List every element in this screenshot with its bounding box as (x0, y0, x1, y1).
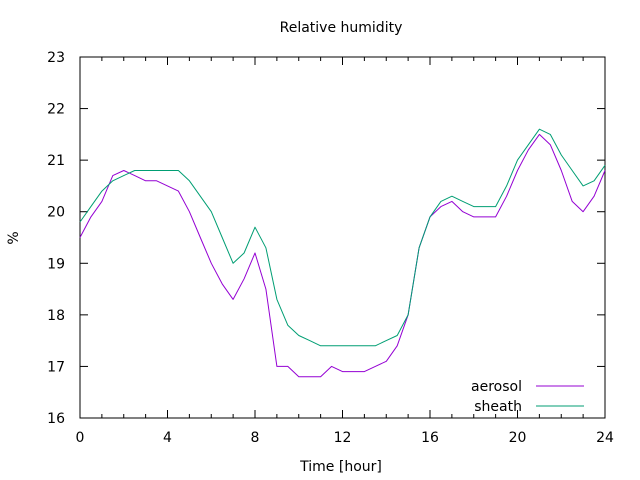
x-tick-label: 16 (421, 430, 439, 446)
series-line-aerosol (79, 133, 606, 378)
x-tick-label: 0 (76, 430, 85, 446)
y-tick-label: 17 (47, 359, 65, 375)
y-tick-label: 22 (47, 102, 65, 118)
y-tick-label: 21 (47, 153, 65, 169)
y-tick-label: 19 (47, 256, 65, 272)
x-tick-label: 4 (163, 430, 172, 446)
y-tick-label: 23 (47, 50, 65, 66)
legend-label-sheath: sheath (474, 399, 522, 415)
y-tick-label: 18 (47, 308, 65, 324)
x-tick-label: 20 (509, 430, 527, 446)
legend-label-aerosol: aerosol (471, 379, 522, 395)
plot-frame (79, 56, 606, 419)
series-layer (79, 128, 606, 378)
legend: aerosol sheath (471, 379, 584, 415)
y-tick-label: 20 (47, 205, 65, 221)
x-axis-label: Time [hour] (299, 459, 382, 475)
series-line-sheath (79, 128, 606, 347)
y-axis-label: % (6, 231, 22, 244)
chart-title: Relative humidity (280, 20, 403, 36)
axes: 0 4 8 12 16 20 24 16 17 18 19 20 21 22 23 (47, 50, 614, 446)
x-tick-label: 12 (334, 430, 352, 446)
x-tick-label: 24 (596, 430, 614, 446)
y-tick-label: 16 (47, 411, 65, 427)
x-tick-label: 8 (251, 430, 260, 446)
